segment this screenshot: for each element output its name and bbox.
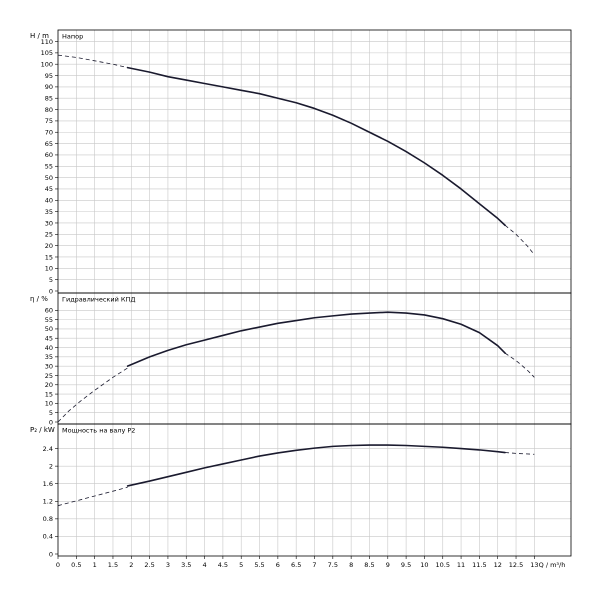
x-tick-label: 4 xyxy=(203,561,207,569)
panel-1-y-tick-label: 40 xyxy=(45,197,53,205)
panel-2-y-tick-label: 10 xyxy=(45,400,53,408)
panel-1-y-tick-label: 90 xyxy=(45,83,53,91)
panel-1-title: Напор xyxy=(62,33,83,41)
panel-3-y-tick-label: 2.4 xyxy=(43,445,53,453)
panel-2-y-tick-label: 40 xyxy=(45,344,53,352)
panel-2-y-tick-label: 5 xyxy=(49,409,53,417)
panel-1-y-tick-label: 55 xyxy=(45,163,53,171)
frame-layer xyxy=(55,29,572,559)
panel-3-title: Мощность на валу P2 xyxy=(62,427,135,435)
x-tick-label: 0 xyxy=(56,561,60,569)
panel-3-y-axis-label: P₂ / kW xyxy=(30,426,55,434)
panel-1-y-tick-label: 5 xyxy=(49,276,53,284)
x-tick-label: 1 xyxy=(93,561,97,569)
panel-2-y-tick-label: 45 xyxy=(45,335,53,343)
x-tick-label: 11 xyxy=(457,561,465,569)
panel-3-curve-dashed-1 xyxy=(57,486,128,507)
curve-layer xyxy=(57,54,535,507)
panel-3-y-tick-label: 0 xyxy=(49,550,53,558)
x-tick-label: 5.5 xyxy=(254,561,264,569)
panel-3-curve-dashed-3 xyxy=(505,452,535,455)
x-tick-label: 8 xyxy=(349,561,353,569)
panel-1-y-tick-label: 100 xyxy=(41,61,53,69)
panel-1-y-tick-label: 70 xyxy=(45,129,53,137)
panel-1-y-tick-label: 35 xyxy=(45,208,53,216)
x-tick-label: 11.5 xyxy=(472,561,486,569)
panel-2-y-tick-label: 35 xyxy=(45,353,53,361)
panel-1-y-tick-label: 45 xyxy=(45,185,53,193)
grid-layer xyxy=(58,30,571,556)
panel-3-y-tick-label: 1.6 xyxy=(43,480,53,488)
x-tick-label: 1.5 xyxy=(108,561,118,569)
x-tick-label: 9.5 xyxy=(401,561,411,569)
panel-2-y-tick-label: 30 xyxy=(45,362,53,370)
panel-1-y-tick-label: 25 xyxy=(45,231,53,239)
panel-2-y-tick-label: 25 xyxy=(45,372,53,380)
x-tick-label: 3 xyxy=(166,561,170,569)
x-tick-label: 8.5 xyxy=(364,561,374,569)
x-tick-label: 13 xyxy=(530,561,538,569)
x-tick-label: 4.5 xyxy=(218,561,228,569)
x-tick-label: 6.5 xyxy=(291,561,301,569)
panel-1-y-axis-label: H / m xyxy=(30,32,49,40)
x-tick-label: 12 xyxy=(494,561,502,569)
x-tick-label: 12.5 xyxy=(509,561,523,569)
x-tick-label: 2 xyxy=(129,561,133,569)
panel-2-y-tick-label: 0 xyxy=(49,418,53,426)
panel-1-y-tick-label: 110 xyxy=(41,38,53,46)
panel-2-y-tick-label: 15 xyxy=(45,390,53,398)
x-tick-label: 7 xyxy=(312,561,316,569)
panel-1-curve-dashed-1 xyxy=(57,54,128,69)
panel-3-y-tick-label: 2 xyxy=(49,462,53,470)
panel-1-y-tick-label: 30 xyxy=(45,219,53,227)
x-tick-label: 3.5 xyxy=(181,561,191,569)
panel-1-y-tick-label: 95 xyxy=(45,72,53,80)
label-layer: 0510152025303540455055606570758085909510… xyxy=(30,32,565,569)
panel-1-curve-dashed-3 xyxy=(504,224,535,255)
panel-1-y-tick-label: 65 xyxy=(45,140,53,148)
panel-1-y-tick-label: 20 xyxy=(45,242,53,250)
x-tick-label: 10 xyxy=(420,561,428,569)
x-axis-label: Q / m³/h xyxy=(539,561,566,569)
x-tick-label: 5 xyxy=(239,561,243,569)
panel-3-y-tick-label: 0.8 xyxy=(43,515,53,523)
panel-1-y-tick-label: 75 xyxy=(45,117,53,125)
panel-2-curve-solid-2 xyxy=(126,311,506,367)
x-tick-label: 9 xyxy=(386,561,390,569)
x-tick-label: 0.5 xyxy=(71,561,81,569)
panel-2-y-tick-label: 55 xyxy=(45,316,53,324)
panel-1-y-tick-label: 80 xyxy=(45,106,53,114)
panel-2-y-tick-label: 60 xyxy=(45,307,53,315)
panel-1-y-tick-label: 50 xyxy=(45,174,53,182)
panel-1-y-tick-label: 0 xyxy=(49,287,53,295)
panel-3-y-tick-label: 1.2 xyxy=(43,498,53,506)
panel-1-y-tick-label: 105 xyxy=(41,49,53,57)
panel-2-y-tick-label: 20 xyxy=(45,381,53,389)
panel-2-title: Гидравлический КПД xyxy=(62,296,135,304)
panel-3-y-tick-label: 0.4 xyxy=(43,533,53,541)
panel-1-y-tick-label: 60 xyxy=(45,151,53,159)
panel-1-y-tick-label: 15 xyxy=(45,253,53,261)
x-tick-label: 6 xyxy=(276,561,280,569)
panel-3-curve-solid-2 xyxy=(126,444,506,487)
panel-1-y-tick-label: 10 xyxy=(45,265,53,273)
panel-1-curve-solid-2 xyxy=(126,66,506,227)
x-tick-label: 10.5 xyxy=(436,561,450,569)
x-tick-label: 2.5 xyxy=(144,561,154,569)
panel-2-y-tick-label: 50 xyxy=(45,325,53,333)
panel-2-curve-dashed-1 xyxy=(57,367,128,423)
x-tick-label: 7.5 xyxy=(328,561,338,569)
panel-1-y-tick-label: 85 xyxy=(45,95,53,103)
panel-2-y-axis-label: η / % xyxy=(30,295,48,303)
